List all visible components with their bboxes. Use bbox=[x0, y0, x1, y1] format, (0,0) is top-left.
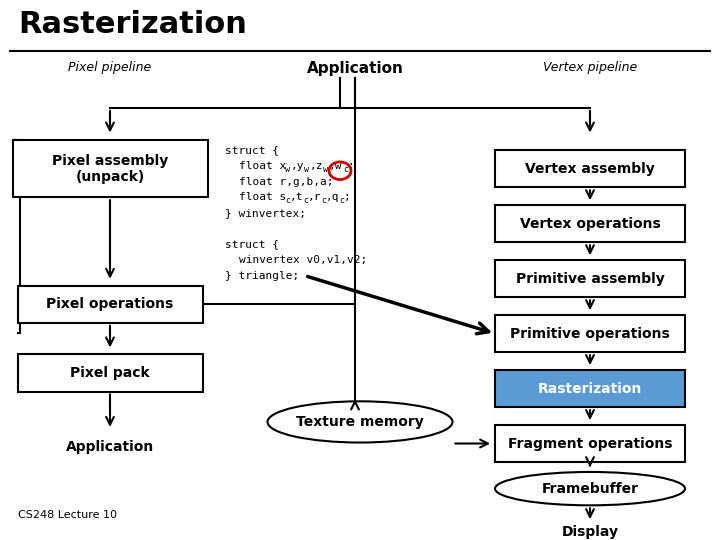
Ellipse shape bbox=[268, 401, 452, 442]
Text: c: c bbox=[343, 165, 348, 174]
Bar bbox=[495, 205, 685, 242]
Text: } triangle;: } triangle; bbox=[225, 271, 300, 281]
Text: w: w bbox=[323, 165, 328, 174]
Text: ;: ; bbox=[344, 192, 351, 202]
Text: w: w bbox=[285, 165, 290, 174]
Text: c: c bbox=[285, 196, 290, 205]
Text: struct {: struct { bbox=[225, 145, 279, 155]
Text: } winvertex;: } winvertex; bbox=[225, 208, 306, 218]
Text: c: c bbox=[303, 196, 308, 205]
Text: w: w bbox=[304, 165, 309, 174]
Text: Rasterization: Rasterization bbox=[18, 10, 247, 39]
Text: Vertex assembly: Vertex assembly bbox=[525, 162, 655, 176]
Text: ;: ; bbox=[348, 161, 355, 171]
Text: struct {: struct { bbox=[225, 239, 279, 249]
Text: float s: float s bbox=[239, 192, 287, 202]
Text: winvertex v0,v1,v2;: winvertex v0,v1,v2; bbox=[239, 255, 367, 265]
Text: ,q: ,q bbox=[326, 192, 340, 202]
Bar bbox=[17, 286, 202, 323]
Ellipse shape bbox=[495, 472, 685, 505]
Text: c: c bbox=[339, 196, 344, 205]
Text: Display: Display bbox=[562, 525, 618, 539]
Bar bbox=[495, 315, 685, 352]
Text: Fragment operations: Fragment operations bbox=[508, 436, 672, 450]
Text: ,r: ,r bbox=[308, 192, 322, 202]
Text: Rasterization: Rasterization bbox=[538, 382, 642, 396]
Text: c: c bbox=[321, 196, 326, 205]
Text: ,t: ,t bbox=[290, 192, 304, 202]
Text: Application: Application bbox=[66, 440, 154, 454]
Bar bbox=[495, 260, 685, 298]
Text: Vertex operations: Vertex operations bbox=[520, 217, 660, 231]
Bar bbox=[495, 370, 685, 407]
Text: Application: Application bbox=[307, 61, 403, 76]
Text: float r,g,b,a;: float r,g,b,a; bbox=[239, 177, 333, 187]
Text: CS248 Lecture 10: CS248 Lecture 10 bbox=[18, 510, 117, 520]
Text: Primitive operations: Primitive operations bbox=[510, 327, 670, 341]
Bar bbox=[12, 140, 207, 197]
Text: Pixel pack: Pixel pack bbox=[70, 366, 150, 380]
Text: Texture memory: Texture memory bbox=[296, 415, 424, 429]
Text: ,y: ,y bbox=[291, 161, 305, 171]
Text: Primitive assembly: Primitive assembly bbox=[516, 272, 665, 286]
Text: Pixel operations: Pixel operations bbox=[46, 297, 174, 311]
Bar bbox=[495, 425, 685, 462]
Text: float x: float x bbox=[239, 161, 287, 171]
Text: Pixel pipeline: Pixel pipeline bbox=[68, 61, 152, 74]
Bar bbox=[17, 354, 202, 392]
Text: Framebuffer: Framebuffer bbox=[541, 482, 639, 496]
Text: Vertex pipeline: Vertex pipeline bbox=[543, 61, 637, 74]
Bar bbox=[495, 150, 685, 187]
Text: ,z: ,z bbox=[310, 161, 323, 171]
Text: ,w: ,w bbox=[329, 161, 343, 171]
Text: Pixel assembly
(unpack): Pixel assembly (unpack) bbox=[52, 154, 168, 184]
